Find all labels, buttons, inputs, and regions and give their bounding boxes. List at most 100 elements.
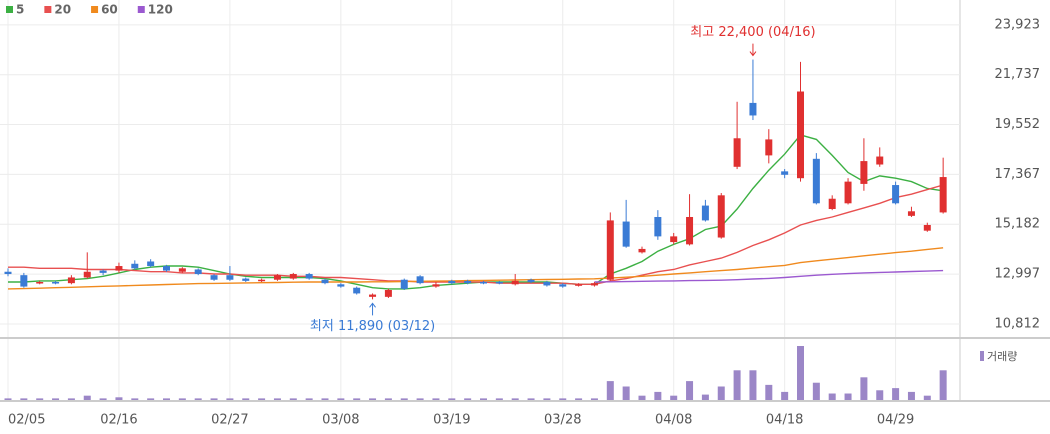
volume-bar bbox=[131, 398, 139, 400]
candle-body bbox=[749, 102, 757, 116]
candle-body bbox=[258, 279, 266, 282]
legend-swatch bbox=[91, 6, 99, 13]
candle-body bbox=[860, 161, 868, 184]
candle-body bbox=[210, 275, 218, 280]
volume-bar bbox=[226, 398, 234, 400]
volume-bar bbox=[242, 398, 250, 400]
volume-bar bbox=[305, 398, 313, 400]
volume-bar bbox=[638, 395, 646, 400]
volume-bar bbox=[99, 398, 107, 400]
volume-bar bbox=[527, 398, 535, 400]
volume-bar bbox=[606, 381, 614, 400]
volume-bar bbox=[194, 398, 202, 400]
volume-bar bbox=[733, 370, 741, 400]
candle-body bbox=[876, 156, 884, 165]
volume-bar bbox=[543, 398, 551, 400]
x-tick-label: 02/16 bbox=[100, 413, 137, 428]
candle-body bbox=[670, 236, 678, 243]
candle-body bbox=[812, 158, 820, 204]
volume-bar bbox=[828, 393, 836, 400]
x-tick-label: 03/19 bbox=[433, 413, 470, 428]
candle-body bbox=[194, 269, 202, 275]
candle-body bbox=[416, 276, 424, 284]
volume-bar bbox=[273, 398, 281, 400]
legend-label: 60 bbox=[101, 3, 118, 17]
candle-body bbox=[733, 138, 741, 167]
candle-body bbox=[242, 278, 250, 281]
volume-bar bbox=[495, 398, 503, 400]
volume-bar bbox=[844, 393, 852, 400]
volume-bar bbox=[876, 390, 884, 400]
y-tick-label: 10,812 bbox=[995, 316, 1041, 331]
candle-body bbox=[828, 198, 836, 210]
candle-body bbox=[131, 263, 139, 269]
candle-body bbox=[99, 270, 107, 273]
legend-label: 20 bbox=[54, 3, 71, 17]
y-tick-label: 15,182 bbox=[995, 217, 1041, 232]
volume-bar bbox=[163, 398, 170, 400]
candle-body bbox=[527, 279, 535, 283]
volume-bar bbox=[939, 370, 947, 400]
ma-line bbox=[7, 247, 944, 290]
marks bbox=[4, 43, 947, 400]
candle-body bbox=[765, 139, 773, 156]
volume-bar bbox=[670, 395, 678, 400]
candle-body bbox=[52, 282, 60, 284]
volume-bar bbox=[781, 391, 789, 400]
candle-body bbox=[511, 280, 519, 285]
volume-bar bbox=[36, 398, 44, 400]
candle-body bbox=[20, 275, 28, 287]
volume-bar bbox=[464, 398, 472, 400]
candle-body bbox=[369, 294, 377, 297]
candle-body bbox=[797, 91, 804, 179]
volume-bar bbox=[115, 397, 123, 400]
annotation-label: 최고 22,400 (04/16) bbox=[690, 25, 815, 40]
volume-bar bbox=[20, 398, 28, 400]
volume-bar bbox=[337, 398, 345, 400]
legend-label: 5 bbox=[16, 3, 24, 17]
legend-label: 120 bbox=[148, 3, 173, 17]
x-tick-label: 04/18 bbox=[766, 413, 803, 428]
candle-body bbox=[701, 205, 709, 221]
candle-body bbox=[907, 211, 915, 216]
volume-bar bbox=[448, 398, 456, 400]
volume-bar bbox=[686, 381, 694, 400]
volume-bar bbox=[432, 398, 440, 400]
x-tick-label: 03/28 bbox=[544, 413, 581, 428]
volume-bar bbox=[83, 395, 91, 400]
ma-line bbox=[594, 269, 944, 283]
volume-bar bbox=[907, 391, 915, 400]
volume-bar bbox=[210, 398, 218, 400]
candle-body bbox=[321, 279, 329, 284]
candle-body bbox=[67, 277, 75, 284]
volume-bar bbox=[400, 398, 408, 400]
candle-body bbox=[4, 271, 12, 275]
candle-body bbox=[559, 284, 567, 287]
volume-bar bbox=[511, 398, 519, 400]
candle-body bbox=[163, 266, 170, 271]
volume-bar bbox=[717, 386, 725, 400]
x-tick-label: 02/27 bbox=[211, 413, 248, 428]
x-tick-label: 04/29 bbox=[877, 413, 914, 428]
candle-body bbox=[638, 248, 646, 253]
x-tick-label: 04/08 bbox=[655, 413, 692, 428]
candle-body bbox=[939, 177, 947, 213]
y-tick-label: 12,997 bbox=[995, 267, 1041, 282]
y-tick-label: 23,923 bbox=[995, 17, 1041, 32]
volume-bar bbox=[52, 398, 60, 400]
volume-bar bbox=[622, 386, 630, 400]
volume-bar bbox=[860, 377, 868, 400]
volume-bar bbox=[923, 395, 931, 400]
y-tick-label: 19,552 bbox=[995, 117, 1041, 132]
candle-body bbox=[178, 268, 186, 272]
volume-bar bbox=[67, 398, 75, 400]
candle-body bbox=[590, 283, 598, 286]
candle-body bbox=[289, 274, 297, 279]
volume-bar bbox=[701, 394, 709, 400]
candle-body bbox=[654, 216, 662, 237]
candle-body bbox=[575, 284, 583, 286]
candle-body bbox=[923, 224, 931, 231]
volume-bar bbox=[384, 398, 392, 400]
volume-bar bbox=[575, 398, 583, 400]
